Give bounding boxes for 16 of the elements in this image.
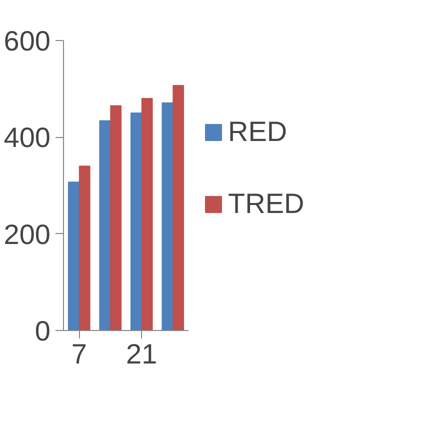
bar [78,166,90,330]
x-tick-label: 7 [71,338,87,370]
bar [162,102,174,330]
y-tick-label: 600 [4,26,50,56]
bar [172,84,184,330]
y-tick-label: 0 [34,316,51,346]
legend-label: TRED [228,188,304,220]
bar [68,182,80,330]
x-tick-label: 21 [126,338,158,370]
bar [130,112,142,330]
bar [110,105,122,330]
bar [141,98,153,330]
bar [99,120,111,330]
legend-label: RED [228,116,288,148]
y-tick-label: 400 [4,122,50,154]
y-tick-label: 200 [4,218,50,250]
